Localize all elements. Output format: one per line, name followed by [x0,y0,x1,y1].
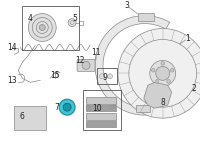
Text: 4: 4 [28,14,33,23]
Circle shape [161,62,165,65]
Polygon shape [144,82,172,108]
Text: 6: 6 [20,112,25,121]
Circle shape [63,103,71,111]
Bar [86,113,116,120]
Circle shape [118,29,200,118]
Text: 15: 15 [50,71,60,80]
Text: 7: 7 [55,103,60,112]
Text: 3: 3 [124,1,129,10]
Circle shape [156,66,170,80]
Text: 9: 9 [103,73,107,82]
Circle shape [167,80,170,83]
Bar [136,105,150,112]
Bar [22,6,79,50]
Circle shape [170,69,174,72]
Circle shape [59,99,75,115]
Text: 1: 1 [185,34,190,43]
Circle shape [82,61,90,69]
Circle shape [151,69,155,72]
Bar [97,68,117,84]
Bar [86,121,116,127]
Bar [138,13,154,21]
Text: 5: 5 [73,14,78,23]
FancyBboxPatch shape [77,59,95,71]
Circle shape [155,80,159,83]
Circle shape [68,19,76,27]
Circle shape [150,60,176,86]
Bar [86,97,116,104]
Wedge shape [95,16,177,115]
Circle shape [107,74,112,79]
Text: 14: 14 [8,43,17,52]
Bar [86,105,116,111]
Text: 11: 11 [91,48,101,57]
Bar [83,90,121,130]
Circle shape [100,74,104,79]
Bar [14,106,46,130]
Text: 12: 12 [75,56,85,65]
Text: 2: 2 [191,84,196,93]
Circle shape [28,14,56,41]
Text: 8: 8 [160,98,165,107]
Circle shape [39,25,45,31]
Text: 13: 13 [8,76,17,85]
Text: 10: 10 [92,104,102,113]
